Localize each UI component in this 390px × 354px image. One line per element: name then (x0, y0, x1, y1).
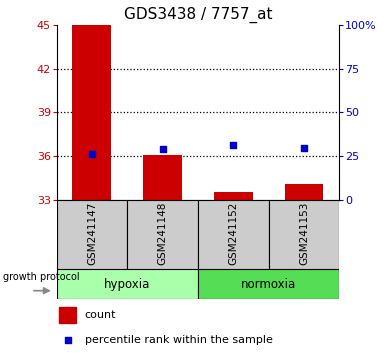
Bar (285, 184, 323, 200)
Bar (57, 200, 127, 269)
Point (89, 152, 95, 157)
Bar (57, 269, 198, 299)
Text: GSM241148: GSM241148 (158, 201, 168, 265)
Point (230, 142, 236, 148)
Title: GDS3438 / 7757_at: GDS3438 / 7757_at (124, 7, 272, 23)
Text: count: count (85, 310, 116, 320)
Text: GSM241153: GSM241153 (299, 201, 309, 265)
Bar (214, 192, 253, 200)
Bar (59, 307, 76, 323)
Text: GSM241152: GSM241152 (228, 201, 238, 265)
Bar (127, 200, 198, 269)
Bar (269, 200, 339, 269)
Point (301, 145, 307, 151)
Text: percentile rank within the sample: percentile rank within the sample (85, 335, 273, 345)
Text: growth protocol: growth protocol (3, 273, 80, 282)
Point (160, 146, 166, 152)
Bar (143, 155, 182, 200)
Point (65, 337, 71, 343)
Bar (198, 269, 339, 299)
Text: normoxia: normoxia (241, 278, 296, 291)
Bar (73, 25, 111, 200)
Text: GSM241147: GSM241147 (87, 201, 97, 265)
Text: hypoxia: hypoxia (104, 278, 151, 291)
Bar (198, 200, 269, 269)
